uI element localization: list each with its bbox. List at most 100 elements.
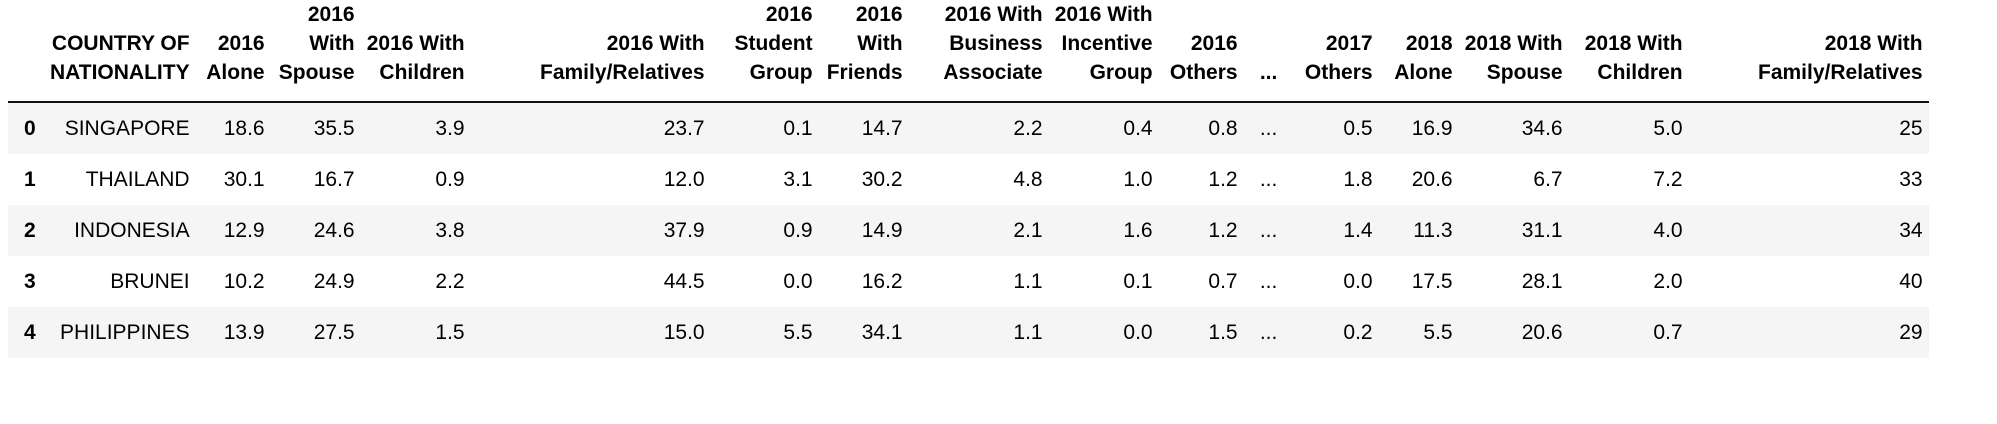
table-cell: 25	[1899, 116, 1923, 140]
table-cell: 12.9	[223, 218, 265, 242]
table-cell: 23.7	[663, 116, 705, 140]
table-cell: 13.9	[223, 320, 265, 344]
table-row: 2 INDONESIA 12.9 24.6 3.8 37.9 0.9 14.9 …	[8, 205, 1929, 256]
table-cell: 3.8	[435, 218, 465, 242]
table-cell: 1.5	[435, 320, 465, 344]
column-header: 2017 Others	[1293, 0, 1379, 103]
row-index: 4	[24, 320, 36, 344]
table-cell: 24.6	[313, 218, 355, 242]
table-cell: 3.9	[435, 116, 465, 140]
table-cell: 34	[1899, 218, 1923, 242]
table-cell: 7.2	[1653, 167, 1683, 191]
table-row: 0 SINGAPORE 18.6 35.5 3.9 23.7 0.1 14.7 …	[8, 102, 1929, 154]
table-cell: THAILAND	[85, 167, 190, 191]
column-header: 2016 With Business Associate	[908, 0, 1049, 103]
table-cell: 0.4	[1123, 116, 1153, 140]
column-header: 2016 With Family/Relatives	[470, 0, 711, 103]
table-cell: 0.9	[783, 218, 813, 242]
table-row: 4 PHILIPPINES 13.9 27.5 1.5 15.0 5.5 34.…	[8, 307, 1929, 358]
column-header: 2016 With Incentive Group	[1048, 0, 1159, 103]
table-cell: 2.2	[1013, 116, 1043, 140]
table-cell: 2.0	[1653, 269, 1683, 293]
table-cell: 1.2	[1208, 167, 1238, 191]
table-cell: 4.8	[1013, 167, 1043, 191]
table-cell: 30.1	[223, 167, 265, 191]
table-cell: 0.7	[1653, 320, 1683, 344]
table-cell: 16.2	[861, 269, 903, 293]
table-cell: 34.1	[861, 320, 903, 344]
table-cell: BRUNEI	[110, 269, 190, 293]
table-cell: 34.6	[1521, 116, 1563, 140]
table-cell: 30.2	[861, 167, 903, 191]
column-header: 2018 Alone	[1378, 0, 1459, 103]
table-cell: 5.0	[1653, 116, 1683, 140]
table-cell: 31.1	[1521, 218, 1563, 242]
table-cell: 15.0	[663, 320, 705, 344]
column-header: 2018 With Spouse	[1458, 0, 1569, 103]
table-cell: 17.5	[1411, 269, 1453, 293]
table-cell: 14.9	[861, 218, 903, 242]
table-cell: 16.7	[313, 167, 355, 191]
table-cell: 18.6	[223, 116, 265, 140]
table-cell: 14.7	[861, 116, 903, 140]
table-cell: 28.1	[1521, 269, 1563, 293]
table-cell: 2.2	[435, 269, 465, 293]
table-cell: SINGAPORE	[64, 116, 190, 140]
table-cell: 6.7	[1533, 167, 1563, 191]
table-cell: 20.6	[1411, 167, 1453, 191]
row-index: 1	[24, 167, 36, 191]
table-cell: 0.7	[1208, 269, 1238, 293]
ellipsis-cell: ...	[1259, 218, 1278, 242]
ellipsis-cell: ...	[1259, 167, 1278, 191]
index-header	[8, 0, 44, 103]
table-cell: 20.6	[1521, 320, 1563, 344]
table-cell: 44.5	[663, 269, 705, 293]
table-cell: 0.2	[1343, 320, 1373, 344]
table-cell: 27.5	[313, 320, 355, 344]
table-cell: 0.9	[435, 167, 465, 191]
column-header: 2016 Student Group	[710, 0, 819, 103]
ellipsis-cell: ...	[1259, 320, 1278, 344]
table-cell: 3.1	[783, 167, 813, 191]
table-cell: 0.5	[1343, 116, 1373, 140]
ellipsis-cell: ...	[1259, 269, 1278, 293]
table-cell: 0.8	[1208, 116, 1238, 140]
column-header: 2016 With Children	[360, 0, 471, 103]
table-cell: 5.5	[783, 320, 813, 344]
table-cell: 1.1	[1013, 269, 1043, 293]
column-header: COUNTRY OF NATIONALITY	[44, 0, 196, 103]
column-header: 2016 Others	[1158, 0, 1244, 103]
table-cell: 29	[1899, 320, 1923, 344]
row-index: 3	[24, 269, 36, 293]
table-cell: 1.5	[1208, 320, 1238, 344]
table-cell: INDONESIA	[74, 218, 190, 242]
ellipsis-header: ...	[1243, 0, 1294, 103]
table-cell: PHILIPPINES	[60, 320, 190, 344]
table-cell: 2.1	[1013, 218, 1043, 242]
table-cell: 24.9	[313, 269, 355, 293]
table-row: 3 BRUNEI 10.2 24.9 2.2 44.5 0.0 16.2 1.1…	[8, 256, 1929, 307]
ellipsis-cell: ...	[1259, 116, 1278, 140]
table-cell: 40	[1899, 269, 1923, 293]
table-cell: 33	[1899, 167, 1923, 191]
column-header: 2016 With Friends	[818, 0, 909, 103]
column-header: 2018 With Family/Relatives	[1688, 0, 1929, 103]
row-index: 0	[24, 116, 36, 140]
table-cell: 37.9	[663, 218, 705, 242]
table-cell: 12.0	[663, 167, 705, 191]
column-header: 2016 With Spouse	[270, 0, 361, 103]
table-cell: 11.3	[1413, 218, 1453, 242]
table-cell: 0.1	[1123, 269, 1153, 293]
table-cell: 1.0	[1123, 167, 1153, 191]
table-cell: 0.1	[783, 116, 813, 140]
column-header: 2018 With Children	[1568, 0, 1689, 103]
column-header: 2016 Alone	[195, 0, 271, 103]
table-cell: 0.0	[1123, 320, 1153, 344]
table-cell: 0.0	[783, 269, 813, 293]
table-cell: 16.9	[1411, 116, 1453, 140]
row-index: 2	[24, 218, 36, 242]
table-cell: 10.2	[223, 269, 265, 293]
header-row: COUNTRY OF NATIONALITY 2016 Alone 2016 W…	[8, 0, 1929, 103]
table-row: 1 THAILAND 30.1 16.7 0.9 12.0 3.1 30.2 4…	[8, 154, 1929, 205]
